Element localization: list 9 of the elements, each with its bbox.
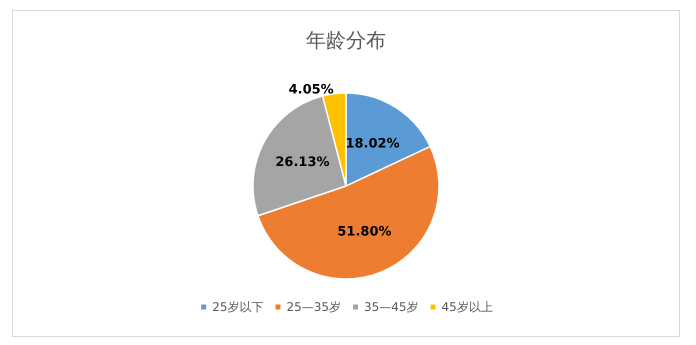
legend-label: 45岁以上 <box>442 300 493 314</box>
data-label: 18.02% <box>345 136 400 152</box>
legend-label: 35—45岁 <box>364 300 419 314</box>
data-label: 4.05% <box>288 82 334 98</box>
chart-title: 年龄分布 <box>306 28 386 52</box>
legend-label: 25—35岁 <box>286 300 342 314</box>
legend-label: 25岁以下 <box>212 300 264 314</box>
data-label: 51.80% <box>337 224 392 240</box>
data-label: 26.13% <box>275 154 330 170</box>
